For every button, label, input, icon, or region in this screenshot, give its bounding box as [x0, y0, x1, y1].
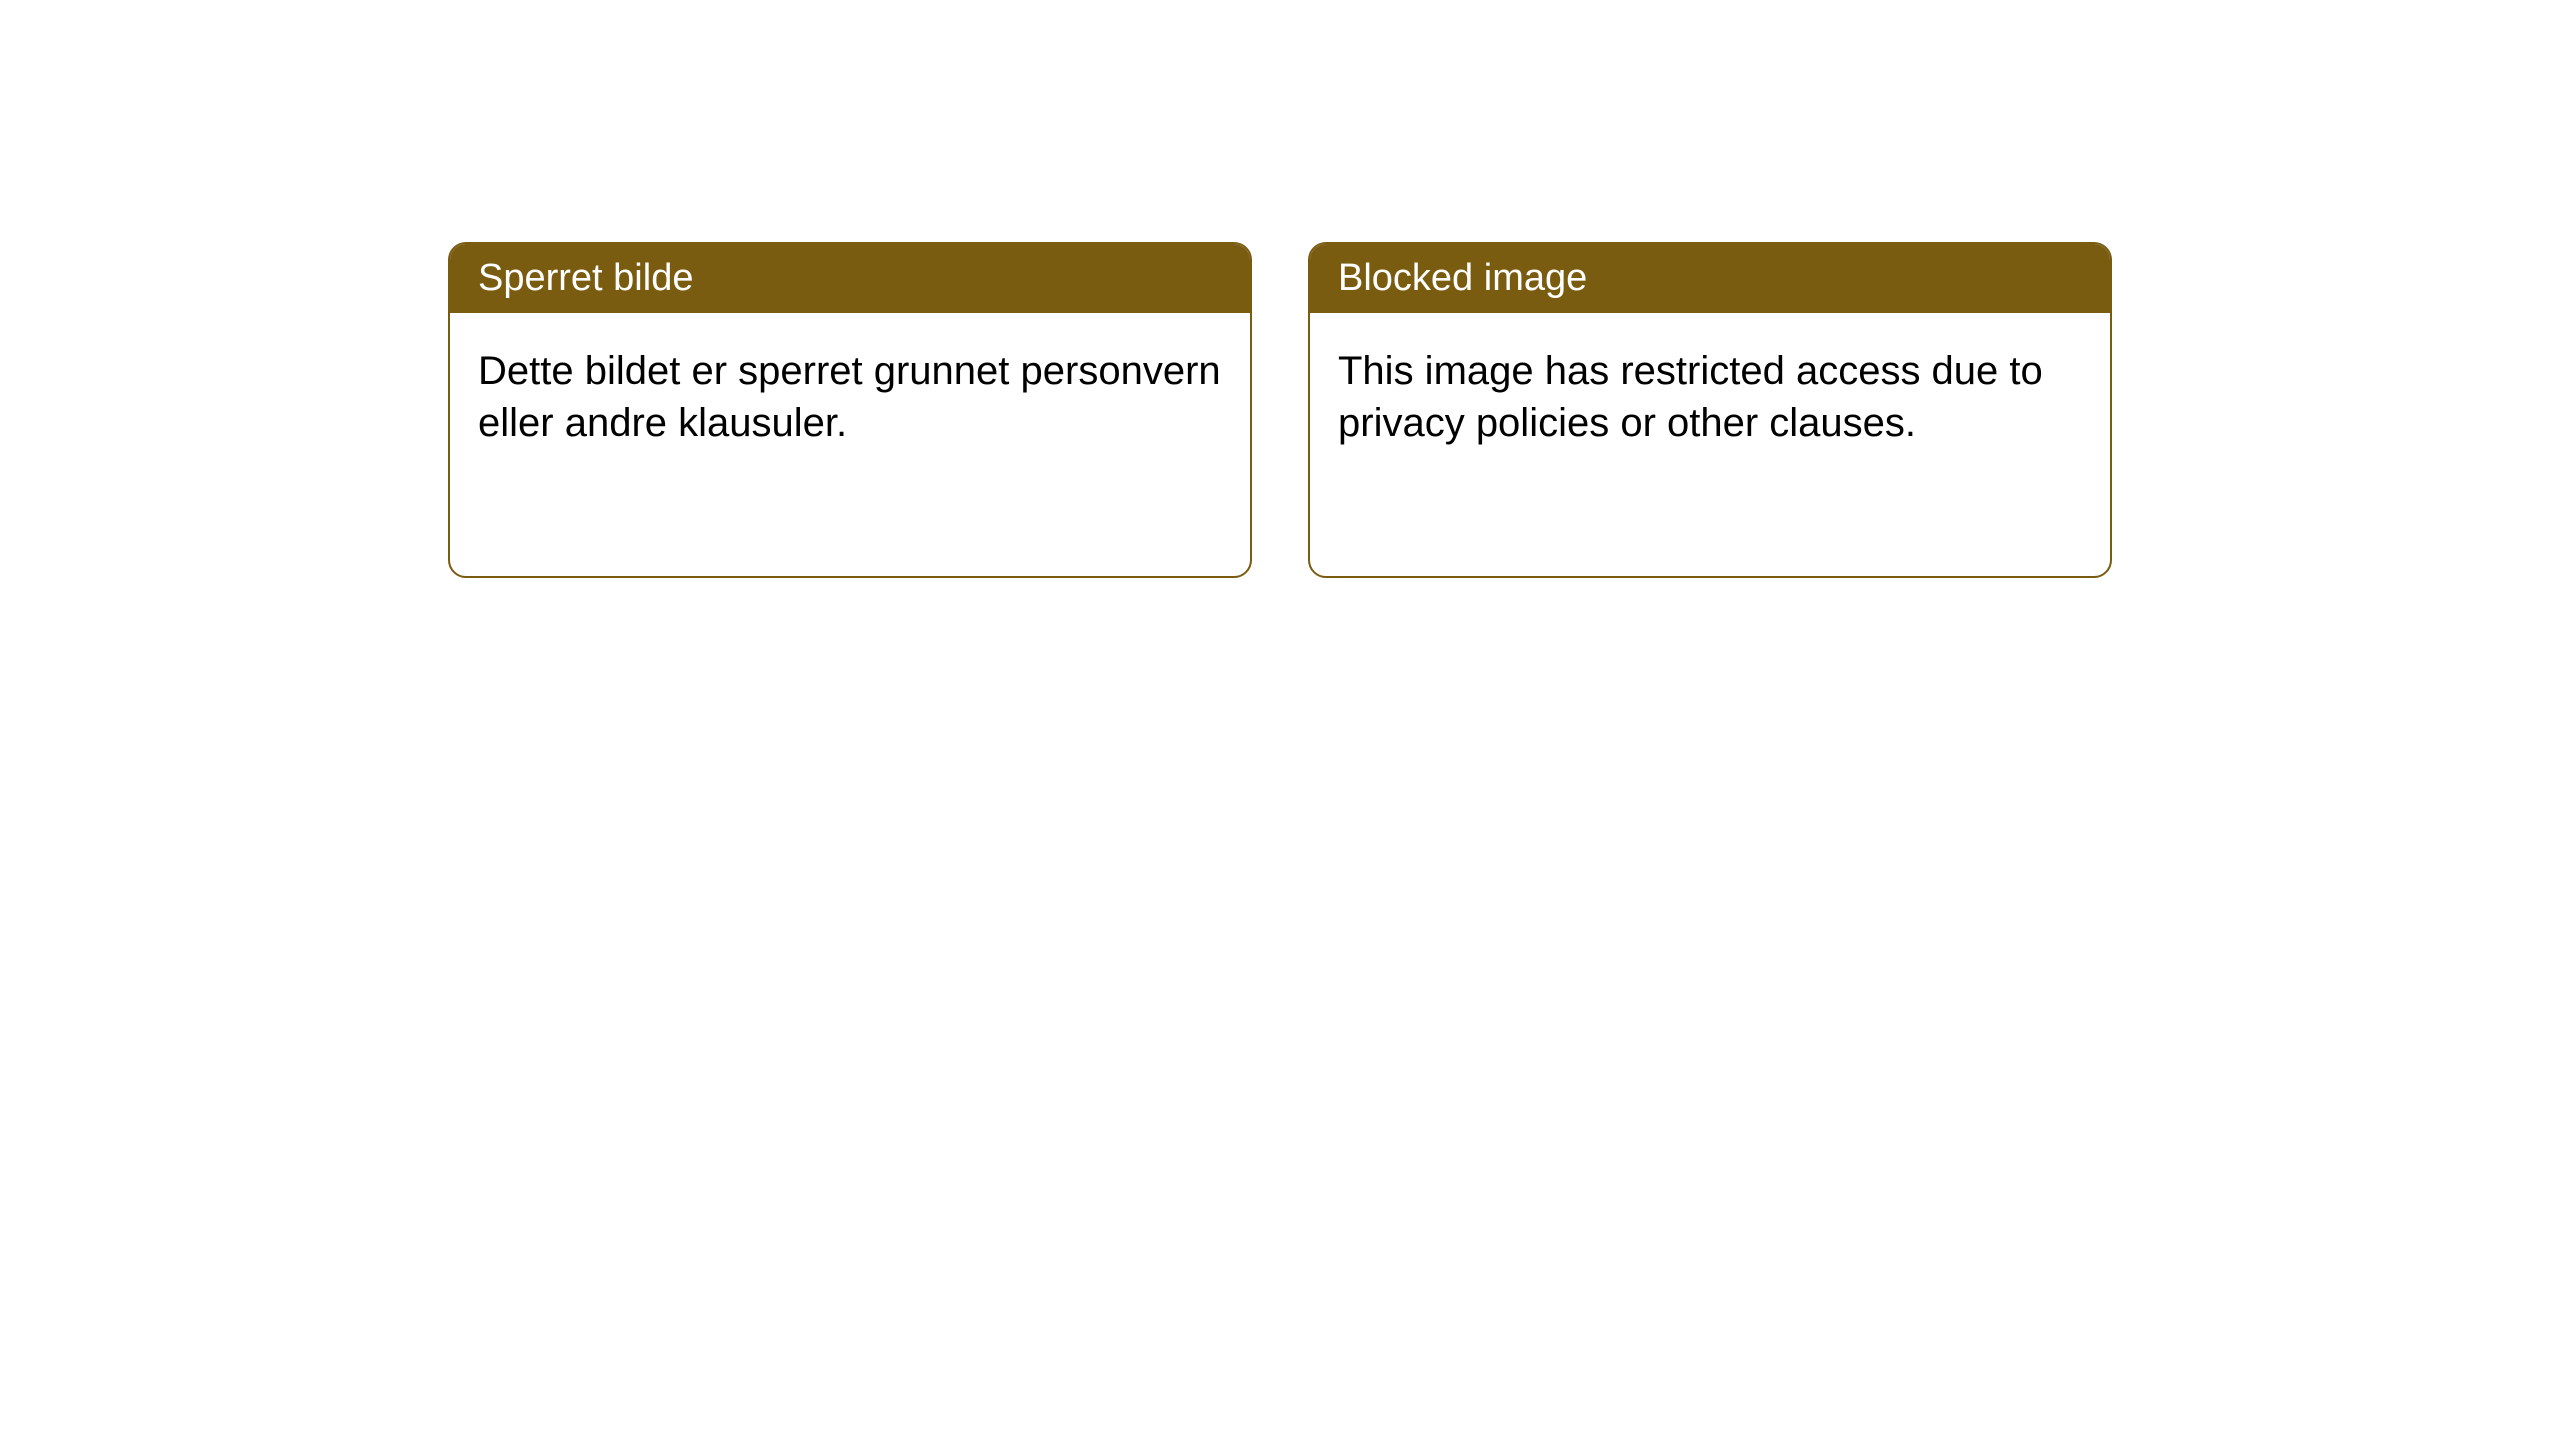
notice-body: Dette bildet er sperret grunnet personve…	[450, 313, 1250, 481]
notice-header: Blocked image	[1310, 244, 2110, 313]
notice-body: This image has restricted access due to …	[1310, 313, 2110, 481]
notice-card-norwegian: Sperret bilde Dette bildet er sperret gr…	[448, 242, 1252, 578]
notice-card-english: Blocked image This image has restricted …	[1308, 242, 2112, 578]
notice-header: Sperret bilde	[450, 244, 1250, 313]
notice-container: Sperret bilde Dette bildet er sperret gr…	[0, 0, 2560, 578]
